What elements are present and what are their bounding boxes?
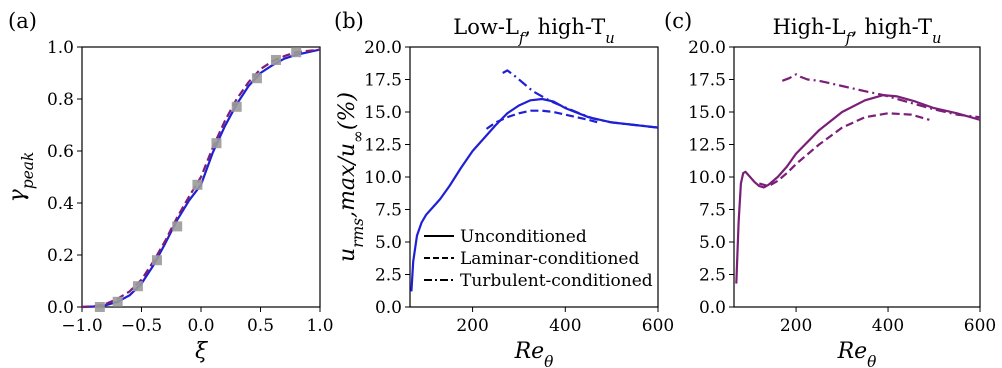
y-tick-label: 2.5 — [699, 266, 726, 286]
y-tick-label: 0.8 — [47, 90, 74, 110]
x-tick-label: 1.0 — [306, 316, 333, 336]
y-tick-label: 0.4 — [47, 194, 74, 214]
marker-point — [291, 47, 302, 58]
y-tick-label: 5.0 — [375, 233, 402, 253]
y-tick-label: 1.0 — [47, 38, 74, 58]
y-tick-label: 12.5 — [688, 136, 726, 156]
series-line-solid — [735, 94, 981, 284]
panel-label: (a) — [8, 9, 37, 33]
y-tick-label: 7.5 — [375, 201, 402, 221]
series-line-dashed — [81, 48, 321, 309]
x-tick-label: −1.0 — [61, 316, 102, 336]
series-line-dashed — [485, 109, 598, 130]
y-tick-label: 0.6 — [47, 142, 74, 162]
y-tick-label: 15.0 — [688, 103, 726, 123]
legend-entry: Unconditioned — [460, 227, 587, 247]
x-axis-label: Reθ — [514, 339, 555, 368]
x-tick-label: 0.0 — [187, 316, 214, 336]
y-tick-label: 0.0 — [375, 298, 402, 318]
x-axis-label: ξ — [195, 339, 209, 364]
y-tick-label: 0.0 — [699, 298, 726, 318]
series-line-dashdot — [502, 69, 659, 129]
y-tick-label: 20.0 — [364, 38, 402, 58]
panel-label: (c) — [664, 9, 692, 33]
series-line-dashdot — [781, 73, 981, 119]
y-tick-label: 0.2 — [47, 246, 74, 266]
marker-point — [251, 73, 262, 84]
y-tick-label: 10.0 — [364, 168, 402, 188]
x-tick-label: −0.5 — [121, 316, 162, 336]
legend-entry: Turbulent-conditioned — [460, 271, 653, 291]
y-tick-label: 0.0 — [47, 298, 74, 318]
marker-point — [211, 138, 222, 149]
y-axis-label: γpeak — [5, 152, 37, 203]
legend-entry: Laminar-conditioned — [460, 249, 639, 269]
panel-title: High-Lf, high-Tu — [773, 15, 942, 47]
y-tick-label: 10.0 — [688, 168, 726, 188]
x-tick-label: 400 — [872, 316, 904, 336]
y-tick-label: 15.0 — [364, 103, 402, 123]
x-tick-label: 400 — [549, 316, 581, 336]
y-tick-label: 2.5 — [375, 266, 402, 286]
marker-point — [270, 55, 281, 65]
y-tick-label: 17.5 — [688, 71, 726, 91]
y-tick-label: 12.5 — [364, 136, 402, 156]
panel-label: (b) — [334, 9, 364, 33]
marker-point — [231, 101, 242, 112]
series-line-dashed — [759, 112, 930, 188]
y-tick-label: 5.0 — [699, 233, 726, 253]
y-tick-label: 7.5 — [699, 201, 726, 221]
x-tick-label: 200 — [456, 316, 488, 336]
x-axis-label: Reθ — [837, 339, 878, 368]
marker-point — [112, 296, 123, 307]
marker-point — [94, 302, 105, 312]
y-tick-label: 20.0 — [688, 38, 726, 58]
marker-point — [192, 179, 203, 190]
marker-point — [172, 221, 183, 232]
marker-point — [132, 281, 143, 292]
x-tick-label: 0.5 — [247, 316, 274, 336]
x-tick-label: 600 — [642, 316, 674, 336]
panel-c: (c) High-Lf, high-Tu 200 400 600 0.0 2.5 5.0 7.5… — [664, 9, 996, 368]
x-tick-label: 600 — [964, 316, 996, 336]
marker-point — [151, 255, 162, 266]
plot-frame — [733, 46, 981, 308]
y-tick-label: 17.5 — [364, 71, 402, 91]
x-tick-label: 200 — [780, 316, 812, 336]
panel-title: Low-Lf, high-Tu — [453, 15, 614, 47]
panel-a: (a) −1.0 −0.5 0.0 0.5 1.0 0.0 0.2 0.4 0.6 0.8 1.0 ξ γ… — [5, 9, 334, 364]
panel-b: (b) Low-Lf, high-Tu 200 400 600 0.0 2.5 5.0 7.5 1… — [334, 9, 674, 368]
y-axis-label: urms,max/u∞(%) — [335, 92, 367, 262]
